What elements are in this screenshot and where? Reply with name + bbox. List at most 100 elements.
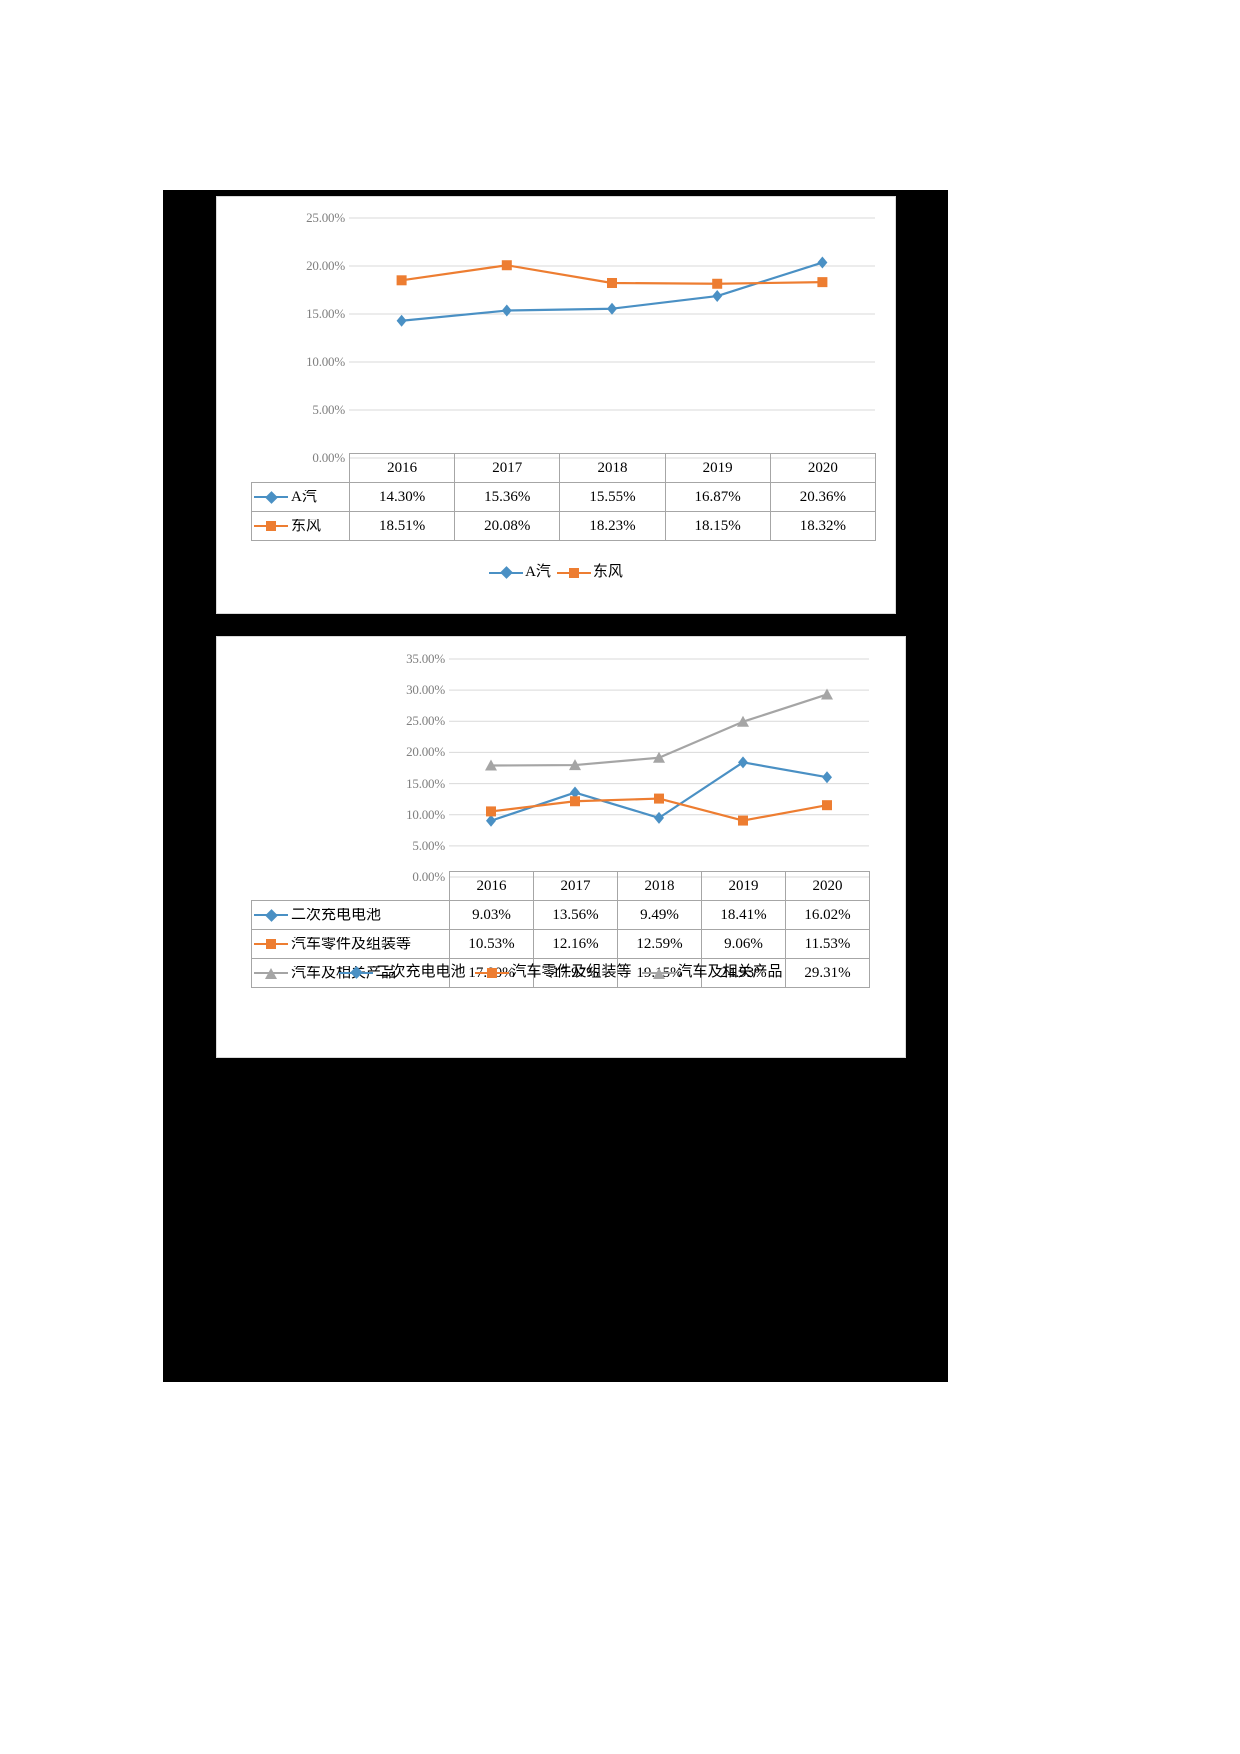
table-cell-value: 10.53% [449,929,534,959]
table-corner-cell [252,872,450,901]
series-marker [396,314,407,327]
legend-key-triangle-icon [641,967,676,979]
table-cell-value: 12.59% [617,929,702,959]
y-axis-tick-label: 20.00% [306,258,345,273]
y-axis-tick-label: 30.00% [406,682,445,698]
table-column-header: 2016 [348,453,456,483]
legend-key-square-icon [475,967,510,979]
legend-item[interactable]: A汽 [489,565,551,580]
table-column-header: 2020 [769,453,876,483]
series-marker [486,806,496,817]
legend-item[interactable]: 汽车零件及组装等 [475,964,632,980]
series-marker [712,290,723,303]
table-cell-value: 18.51% [348,511,456,541]
table-cell-value: 9.06% [701,929,786,959]
legend-item-label: 汽车及相关产品 [677,964,783,980]
legend-item[interactable]: 二次充电电池 [339,965,465,980]
table-cell-value: 14.30% [348,482,456,512]
series-marker [654,793,664,804]
table-cell-value: 29.31% [785,958,870,988]
series-marker [654,811,664,824]
table-row: 汽车零件及组装等 10.53% 12.16% 12.59% 9.06% 11.53% [251,929,870,959]
y-axis-tick-label: 10.00% [406,806,445,822]
table-cell-value: 16.87% [664,482,771,512]
y-axis-tick-label: 25.00% [406,713,445,729]
table-row: A汽 14.30% 15.36% 15.55% 16.87% 20.36% [251,482,876,512]
table-cell-value: 19.15% [617,958,702,988]
plot-area-chart-1 [349,217,875,459]
series-name-label: A汽 [291,489,317,505]
series-name-label: 二次充电电池 [291,907,382,923]
y-axis-tick-label: 10.00% [306,354,345,369]
series-name-label: 汽车零件及组装等 [291,936,412,952]
table-cell-value: 12.16% [533,929,618,959]
chart-card-2: 0.00% 5.00% 10.00% 15.00% 20.00% 25.00% 30.00%… [216,636,906,1058]
chart-svg [449,658,869,878]
table-cell-value: 20.36% [769,482,876,512]
table-cell-value: 18.23% [559,511,666,541]
y-axis-tick-label: 20.00% [406,744,445,760]
series-marker [822,771,832,784]
table-header-row: 2016 2017 2018 2019 2020 [252,871,870,901]
series-marker [569,759,581,771]
series-marker [607,302,617,315]
table-cell-value: 18.41% [701,900,786,930]
series-marker [570,786,580,799]
legend-chart-1: A汽 东风 [217,565,895,580]
table-cell-value: 13.56% [533,900,618,930]
y-axis-tick-label: 15.00% [406,775,445,791]
y-axis-tick-label: 5.00% [312,402,345,417]
series-marker [712,278,723,289]
legend-item[interactable]: 东风 [556,564,623,580]
table-cell-value: 17.97% [533,958,618,988]
series-marker [821,688,833,700]
legend-item[interactable]: 汽车及相关产品 [641,964,783,980]
series-marker [738,815,748,826]
legend-key-square-icon [254,938,288,950]
table-column-header: 2019 [664,453,771,483]
legend-key-diamond-icon [254,490,288,504]
table-cell-value: 9.03% [449,900,534,930]
y-axis-chart-2: 0.00% 5.00% 10.00% 15.00% 20.00% 25.00% 30.00%… [317,637,445,1057]
table-cell-value: 15.55% [559,482,666,512]
y-axis-tick-label: 0.00% [312,450,345,465]
table-row: 二次充电电池 9.03% 13.56% 9.49% 18.41% 16.02% [251,900,870,930]
legend-item-label: 东风 [592,564,623,580]
y-axis-chart-1: 0.00% 5.00% 10.00% 15.00% 20.00% 25.00% [217,197,345,613]
table-row-label: A汽 [251,482,350,512]
legend-item-label: 汽车零件及组装等 [511,964,632,980]
table-column-header: 2018 [559,453,666,483]
legend-item-label: 二次充电电池 [375,964,466,980]
legend-key-diamond-icon [489,566,524,579]
series-marker [570,796,580,807]
data-table-chart-1: 2016 2017 2018 2019 2020 A汽 14.30% 15.36% 15.55%… [251,453,876,541]
table-cell-value: 24.93% [701,958,786,988]
table-corner-cell [252,454,350,483]
series-marker [501,304,512,317]
legend-key-square-icon [254,520,288,532]
table-column-header: 2018 [617,871,702,901]
plot-area-chart-2 [449,658,869,878]
series-marker [653,751,665,763]
y-axis-tick-label: 35.00% [406,651,445,666]
table-row-label: 汽车零件及组装等 [251,929,450,959]
table-row: 东风 18.51% 20.08% 18.23% 18.15% 18.32% [251,511,876,541]
table-row-label: 东风 [251,511,350,541]
chart-card-1: 0.00% 5.00% 10.00% 15.00% 20.00% 25.00% 2016 2… [216,196,896,614]
legend-chart-2: 二次充电电池 汽车零件及组装等 汽车及相关产品 [217,965,905,980]
table-cell-value: 11.53% [785,929,870,959]
legend-item-label: A汽 [525,564,551,580]
legend-key-square-icon [556,567,591,579]
table-column-header: 2020 [785,871,870,901]
table-cell-value: 9.49% [617,900,702,930]
series-marker [817,256,828,269]
y-axis-tick-label: 25.00% [306,210,345,225]
table-column-header: 2016 [449,871,534,901]
series-marker [738,756,748,769]
y-axis-tick-label: 5.00% [412,837,445,853]
y-axis-tick-label: 0.00% [412,869,445,884]
table-cell-value: 18.15% [664,511,771,541]
series-name-label: 东风 [291,518,322,534]
table-column-header: 2019 [701,871,786,901]
table-column-header: 2017 [533,871,618,901]
